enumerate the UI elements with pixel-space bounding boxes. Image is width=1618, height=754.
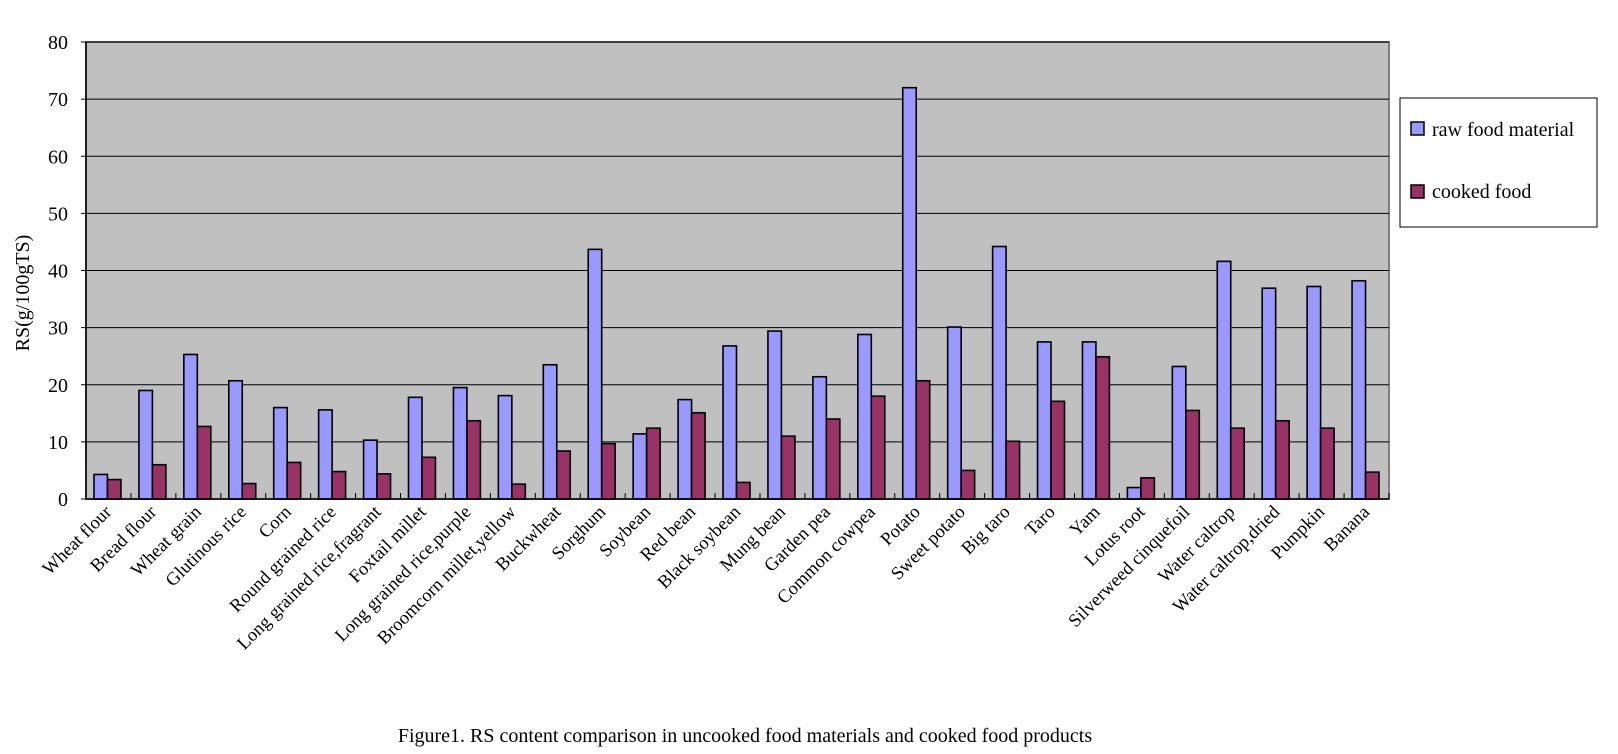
bar-cooked-glutinous-rice	[241, 482, 257, 500]
y-tick-label: 70	[48, 89, 68, 111]
bar-raw-red-bean	[677, 398, 693, 500]
y-axis-title: RS(g/100gTS)	[12, 235, 34, 352]
bar-raw-garden-pea	[812, 375, 828, 500]
bar-raw-foxtail-millet	[407, 396, 423, 500]
bar-raw-long-grained-rice-purple	[452, 386, 468, 500]
bar-raw-water-caltrop-dried	[1261, 287, 1277, 500]
bar-raw-yam	[1081, 341, 1097, 500]
bar-raw-water-caltrop	[1216, 260, 1232, 500]
bar-raw-black-soybean	[722, 345, 738, 500]
legend-label-raw: raw food material	[1432, 119, 1575, 141]
legend-label-cooked: cooked food	[1432, 181, 1531, 203]
y-tick-label: 40	[48, 261, 68, 283]
bar-cooked-foxtail-millet	[421, 456, 437, 500]
bar-cooked-garden-pea	[825, 418, 841, 500]
bar-cooked-water-caltrop	[1229, 427, 1246, 500]
bar-raw-taro	[1036, 341, 1052, 500]
bar-raw-sorghum	[587, 248, 603, 500]
y-tick-label: 20	[48, 375, 68, 397]
bar-cooked-water-caltrop-dried	[1274, 419, 1290, 500]
x-tick-label: Big taro	[958, 502, 1015, 559]
bar-raw-buckwheat	[542, 363, 558, 500]
bar-raw-broomcorn-millet-yellow	[497, 394, 513, 500]
bar-raw-lotus-root	[1126, 486, 1142, 500]
bar-cooked-common-cowpea	[870, 395, 886, 500]
bar-cooked-big-taro	[1005, 440, 1021, 500]
y-tick-label: 50	[48, 203, 68, 225]
bar-cooked-round-grained-rice	[331, 470, 347, 500]
bar-raw-sweet-potato	[946, 326, 962, 500]
bar-cooked-long-grained-rice-purple	[466, 419, 482, 500]
bar-cooked-bread-flour	[151, 463, 167, 500]
bar-cooked-taro	[1050, 400, 1066, 500]
bar-cooked-lotus-root	[1140, 477, 1156, 500]
bar-raw-big-taro	[991, 245, 1007, 500]
bar-raw-soybean	[632, 433, 648, 500]
bar-cooked-potato	[915, 379, 931, 500]
x-tick-label: Taro	[1022, 502, 1060, 540]
bar-raw-round-grained-rice	[317, 409, 333, 500]
bar-cooked-red-bean	[690, 411, 706, 500]
bar-cooked-yam	[1095, 355, 1111, 500]
bar-raw-common-cowpea	[857, 333, 873, 500]
bar-raw-wheat-grain	[183, 353, 199, 500]
y-tick-label: 10	[48, 432, 68, 454]
x-tick-label: Yam	[1066, 502, 1105, 541]
axes	[81, 41, 1390, 500]
bar-cooked-silverweed-cinquefoil	[1185, 409, 1201, 500]
bar-raw-mung-bean	[767, 330, 783, 500]
y-tick-label: 30	[48, 318, 68, 340]
legend-box	[1399, 97, 1598, 228]
bar-cooked-long-grained-rice-fragrant	[376, 473, 392, 500]
bar-cooked-soybean	[645, 427, 661, 500]
bar-raw-potato	[901, 86, 918, 500]
legend-swatch-raw	[1410, 121, 1425, 136]
bar-raw-silverweed-cinquefoil	[1171, 365, 1187, 500]
bar-raw-pumpkin	[1306, 285, 1322, 500]
y-tick-label: 60	[48, 146, 68, 168]
bar-raw-long-grained-rice-fragrant	[362, 439, 378, 500]
bar-cooked-black-soybean	[735, 481, 751, 500]
bar-cooked-banana	[1364, 471, 1380, 500]
legend-swatch-cooked	[1410, 184, 1425, 199]
bar-raw-glutinous-rice	[227, 379, 244, 500]
y-tick-labels: 0 10 20 30 40 50 60 70 80	[48, 32, 68, 511]
legend: raw food material cooked food	[1399, 97, 1598, 228]
bar-cooked-mung-bean	[780, 435, 796, 500]
bar-raw-banana	[1351, 279, 1367, 500]
bar-cooked-wheat-grain	[196, 425, 212, 500]
bar-cooked-buckwheat	[555, 450, 572, 500]
bar-cooked-pumpkin	[1319, 427, 1335, 500]
y-tick-label: 0	[58, 489, 68, 511]
bar-cooked-wheat-flour	[106, 478, 122, 500]
x-tick-label: Corn	[255, 502, 295, 542]
bar-raw-bread-flour	[138, 389, 154, 500]
bar-raw-corn	[272, 406, 288, 500]
figure-caption: Figure1. RS content comparison in uncook…	[398, 725, 1093, 747]
y-tick-label: 80	[48, 32, 68, 54]
bar-cooked-broomcorn-millet-yellow	[511, 483, 527, 500]
bar-cooked-corn	[286, 461, 302, 500]
bar-cooked-sweet-potato	[960, 469, 976, 500]
bar-cooked-sorghum	[600, 442, 616, 500]
bar-raw-wheat-flour	[93, 473, 109, 500]
x-tick-label: Banana	[1321, 502, 1374, 555]
